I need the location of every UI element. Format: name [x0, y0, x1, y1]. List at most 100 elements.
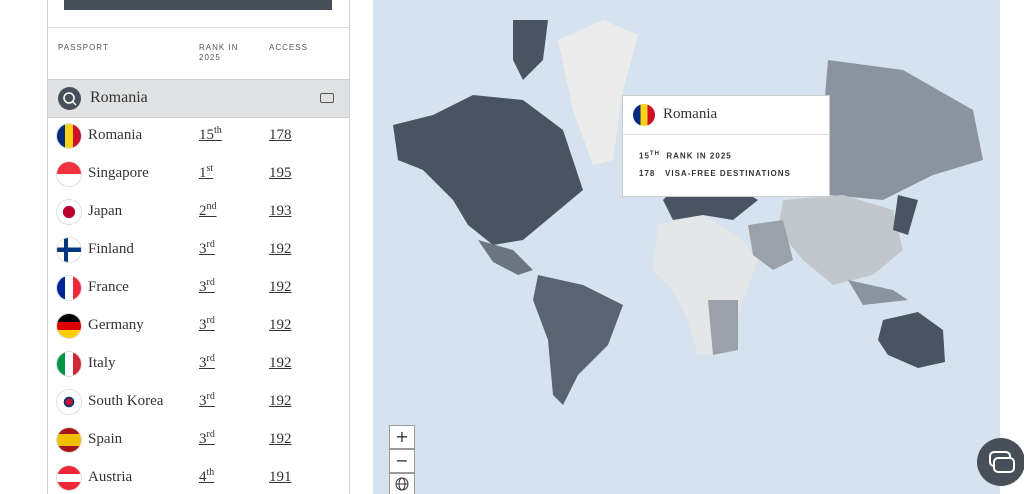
- country-name[interactable]: Romania: [88, 127, 143, 143]
- tooltip-access-text: VISA-FREE DESTINATIONS: [665, 169, 791, 178]
- world-map[interactable]: [373, 0, 1000, 494]
- table-row[interactable]: France 3rd 192: [48, 269, 349, 307]
- table-row[interactable]: Finland 3rd 192: [48, 231, 349, 269]
- flag: [57, 466, 81, 490]
- rank-suffix: rd: [206, 391, 215, 402]
- japan-korea: [893, 195, 918, 235]
- header-access[interactable]: ACCESS: [269, 43, 308, 52]
- rank[interactable]: 3rd: [199, 315, 215, 334]
- country-name[interactable]: Austria: [88, 469, 133, 485]
- table-row[interactable]: Germany 3rd 192: [48, 307, 349, 345]
- access-count[interactable]: 192: [269, 279, 292, 295]
- tooltip-access: 178 VISA-FREE DESTINATIONS: [639, 169, 791, 178]
- flag: [57, 390, 81, 414]
- middle-east: [748, 220, 793, 270]
- australia: [878, 312, 945, 368]
- tooltip-divider: [623, 134, 829, 135]
- rank-number: 3: [199, 317, 207, 333]
- rank[interactable]: 3rd: [199, 391, 215, 410]
- map-shapes: [393, 20, 983, 405]
- central-america: [478, 240, 533, 275]
- rank[interactable]: 2nd: [199, 201, 217, 220]
- asia: [778, 195, 903, 285]
- rank-number: 1: [199, 165, 207, 181]
- access-count[interactable]: 192: [269, 393, 292, 409]
- rank-number: 3: [199, 279, 207, 295]
- tooltip-rank-num: 15: [639, 151, 650, 161]
- table-row[interactable]: South Korea 3rd 192: [48, 383, 349, 421]
- flag: [57, 162, 81, 186]
- separator: [48, 27, 349, 28]
- flag: [57, 428, 81, 452]
- rank[interactable]: 3rd: [199, 429, 215, 448]
- rank-suffix: rd: [206, 239, 215, 250]
- access-count[interactable]: 192: [269, 317, 292, 333]
- table-row[interactable]: Romania 15th 178: [48, 117, 349, 155]
- table-row[interactable]: Japan 2nd 193: [48, 193, 349, 231]
- country-name[interactable]: Spain: [88, 431, 123, 447]
- country-name[interactable]: Japan: [88, 203, 123, 219]
- rank-suffix: rd: [206, 429, 215, 440]
- rank-number: 2: [199, 203, 207, 219]
- rank-number: 3: [199, 355, 207, 371]
- zoom-out[interactable]: −: [389, 449, 415, 473]
- southeast-asia: [848, 280, 908, 305]
- access-count[interactable]: 192: [269, 431, 292, 447]
- rank[interactable]: 15th: [199, 125, 222, 144]
- globe-button[interactable]: [389, 473, 415, 494]
- rank-number: 3: [199, 393, 207, 409]
- access-count[interactable]: 192: [269, 355, 292, 371]
- rank-suffix: th: [206, 467, 215, 478]
- access-count[interactable]: 193: [269, 203, 292, 219]
- clear-button[interactable]: [320, 93, 334, 103]
- rank-suffix: th: [214, 125, 222, 136]
- rank-suffix: nd: [206, 201, 217, 212]
- country-name[interactable]: South Korea: [88, 393, 164, 409]
- africa: [653, 215, 758, 355]
- flag: [57, 200, 81, 224]
- rank[interactable]: 1st: [199, 163, 213, 182]
- country-name[interactable]: Finland: [88, 241, 134, 257]
- access-count[interactable]: 178: [269, 127, 292, 143]
- country-name[interactable]: Germany: [88, 317, 144, 333]
- tooltip-flag: [633, 104, 655, 126]
- chat-button[interactable]: [977, 438, 1024, 486]
- flag: [57, 314, 81, 338]
- rank[interactable]: 3rd: [199, 353, 215, 372]
- country-name[interactable]: Singapore: [88, 165, 149, 181]
- rank-number: 15: [199, 127, 214, 143]
- access-count[interactable]: 192: [269, 241, 292, 257]
- table-row[interactable]: Singapore 1st 195: [48, 155, 349, 193]
- access-count[interactable]: 195: [269, 165, 292, 181]
- top-button[interactable]: [64, 0, 332, 10]
- russia: [783, 60, 983, 200]
- chat-icon: [989, 451, 1015, 473]
- search-text[interactable]: Romania: [90, 89, 148, 106]
- rank-suffix: rd: [206, 277, 215, 288]
- flag: [57, 124, 81, 148]
- table-row[interactable]: Spain 3rd 192: [48, 421, 349, 459]
- passport-panel: PASSPORT RANK IN 2025 ACCESS Romania Rom…: [47, 0, 350, 494]
- tooltip-access-num: 178: [639, 169, 656, 178]
- zoom-in[interactable]: +: [389, 425, 415, 449]
- tooltip-rank: 15TH RANK IN 2025: [639, 151, 732, 161]
- rank[interactable]: 3rd: [199, 239, 215, 258]
- rank-suffix: rd: [206, 315, 215, 326]
- header-rank[interactable]: RANK IN 2025: [199, 43, 239, 62]
- flag: [57, 238, 81, 262]
- search-icon: [58, 87, 81, 110]
- south-america: [533, 275, 623, 405]
- search-box[interactable]: Romania: [48, 79, 349, 118]
- rank-suffix: rd: [206, 353, 215, 364]
- country-name[interactable]: France: [88, 279, 129, 295]
- rank[interactable]: 3rd: [199, 277, 215, 296]
- table-row[interactable]: Austria 4th 191: [48, 459, 349, 494]
- access-count[interactable]: 191: [269, 469, 292, 485]
- rank[interactable]: 4th: [199, 467, 214, 486]
- tooltip: Romania 15TH RANK IN 2025 178 VISA-FREE …: [622, 95, 830, 197]
- flag: [57, 352, 81, 376]
- southern-africa: [708, 300, 738, 355]
- country-name[interactable]: Italy: [88, 355, 116, 371]
- table-row[interactable]: Italy 3rd 192: [48, 345, 349, 383]
- header-passport[interactable]: PASSPORT: [58, 43, 109, 52]
